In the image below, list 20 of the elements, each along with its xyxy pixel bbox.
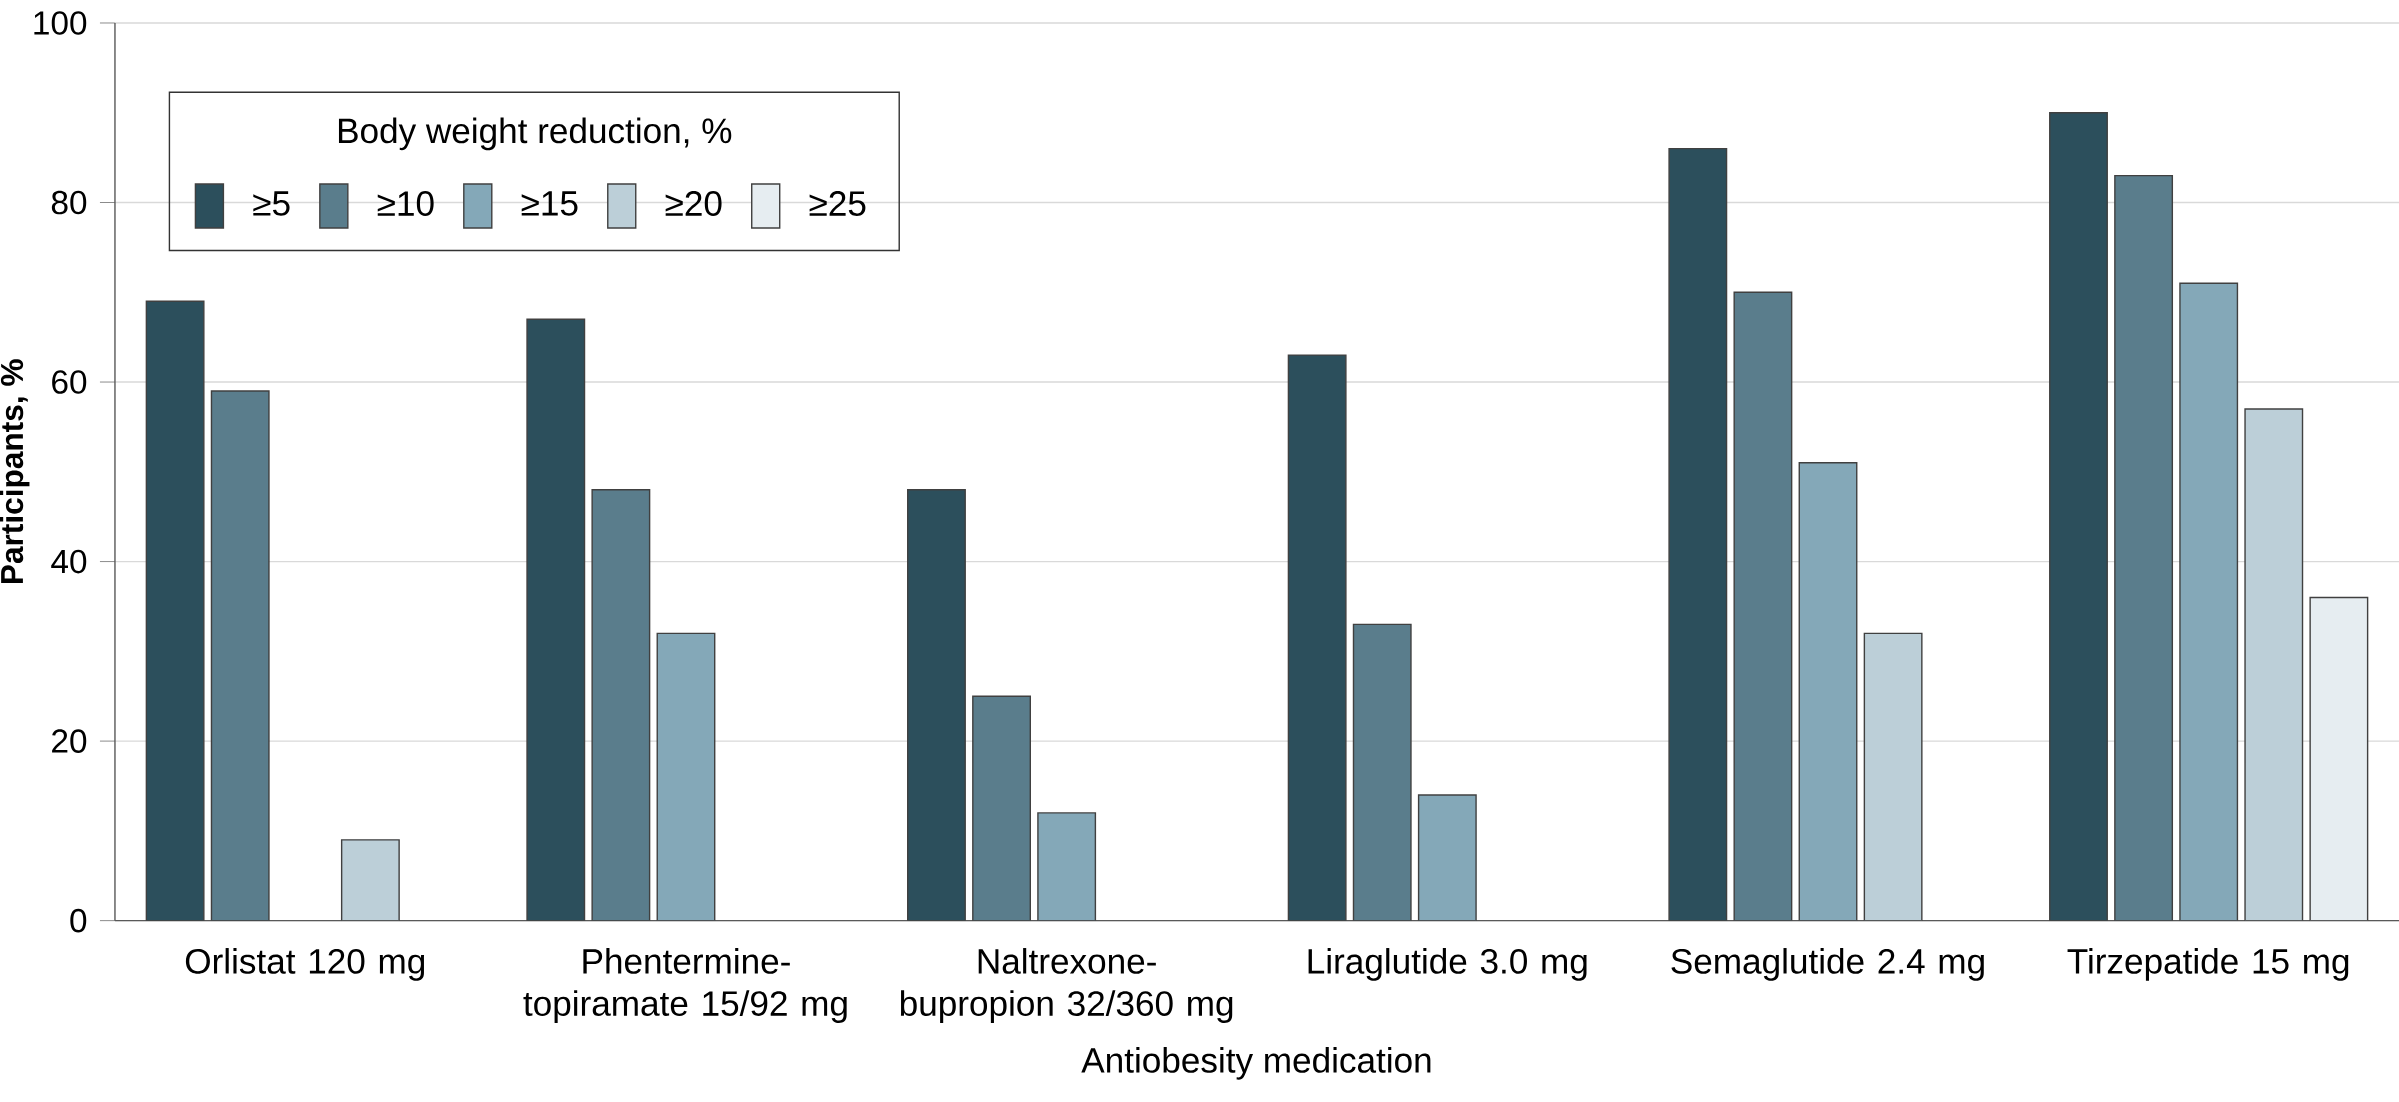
x-axis-title: Antiobesity medication [1081, 1047, 1431, 1081]
legend-label: ≥20 [665, 191, 722, 217]
y-tick-label: 60 [52, 370, 87, 395]
legend-label: ≥15 [521, 191, 578, 217]
y-tick-label: 100 [34, 11, 87, 36]
x-tick-label: Naltrexone-bupropion 32/360 mg [900, 948, 1233, 1024]
x-tick-label: Phentermine-topiramate 15/92 mg [523, 948, 847, 1024]
x-tick-label: Liraglutide 3.0 mg [1308, 948, 1587, 981]
x-tick-label: Semaglutide 2.4 mg [1671, 948, 1984, 981]
legend-label: ≥5 [253, 191, 290, 217]
y-tick-label: 20 [52, 729, 87, 754]
legend-label: ≥10 [377, 191, 434, 217]
y-tick-label: 80 [51, 190, 87, 215]
y-tick-label: 40 [51, 549, 87, 574]
x-tick-label: Tirzepatide 15 mg [2067, 948, 2349, 981]
x-tick-label: Orlistat 120 mg [185, 948, 425, 981]
y-axis-title: Participants, % [0, 359, 30, 584]
y-tick-label: 0 [70, 909, 87, 933]
legend-title: Body weight reduction, % [338, 117, 732, 151]
legend-label: ≥25 [809, 191, 866, 217]
